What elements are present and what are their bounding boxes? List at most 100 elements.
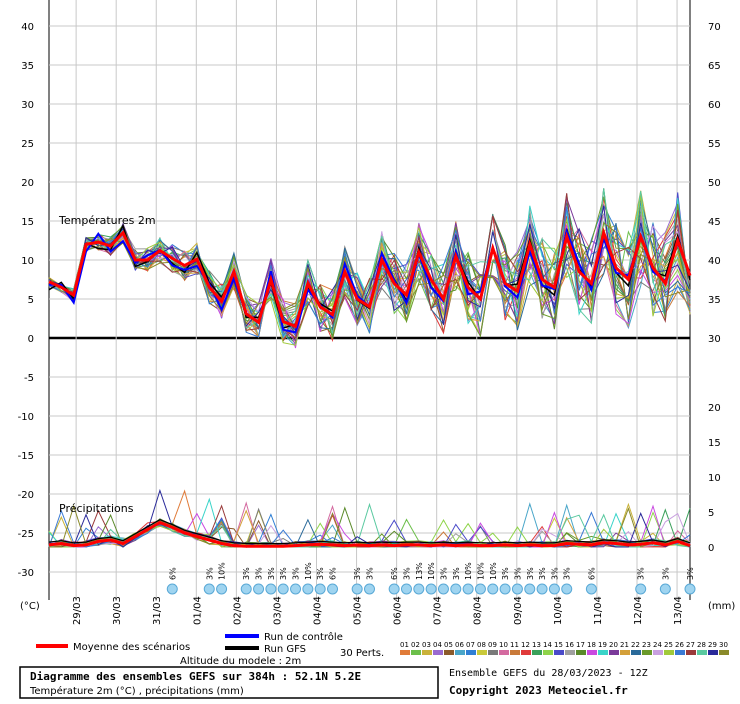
snowflake-icon: [265, 583, 277, 595]
snowflake-icon: [437, 583, 449, 595]
member-number: 30: [719, 641, 728, 649]
snow-marker: 10%: [462, 562, 474, 595]
left-tick-label: 0: [28, 334, 34, 345]
member-number: 10: [499, 641, 508, 649]
x-tick-label: 04/04: [312, 596, 323, 625]
member-temp-line: [48, 206, 691, 338]
snowflake-icon: [240, 583, 252, 595]
legend-control-label: Run de contrôle: [264, 631, 343, 643]
snowflake-icon: [216, 583, 228, 595]
left-tick-label: -30: [18, 568, 34, 579]
right-tick-label: 70: [708, 22, 721, 33]
member-temp-line: [48, 194, 691, 346]
member-number: 05: [444, 641, 453, 649]
member-color-swatch: [444, 650, 454, 655]
member-number: 09: [488, 641, 497, 649]
left-tick-label: -20: [18, 490, 34, 501]
snow-percent-label: 3%: [279, 567, 288, 580]
member-number: 24: [653, 641, 662, 649]
snow-percent-label: 6%: [587, 567, 596, 580]
x-tick-label: 12/04: [633, 596, 644, 625]
left-tick-label: -15: [18, 451, 34, 462]
snow-percent-label: 3%: [402, 567, 411, 580]
snowflake-icon: [290, 583, 302, 595]
snow-percent-label: 3%: [353, 567, 362, 580]
left-tick-label: 40: [21, 22, 34, 33]
x-tick-label: 11/04: [593, 596, 604, 625]
left-tick-label: -5: [24, 373, 34, 384]
member-temp-line: [48, 188, 691, 335]
snow-marker: 3%: [277, 567, 289, 595]
member-number: 21: [620, 641, 629, 649]
member-color-swatch: [664, 650, 674, 655]
snow-marker: 3%: [684, 567, 696, 595]
member-color-swatch: [422, 650, 432, 655]
snow-marker: 3%: [450, 567, 462, 595]
snow-percent-label: 3%: [501, 567, 510, 580]
precip-tick-label: 15: [708, 438, 721, 449]
member-number: 14: [543, 641, 552, 649]
right-tick-label: 65: [708, 61, 721, 72]
member-number: 27: [686, 641, 695, 649]
snow-marker: 3%: [437, 567, 449, 595]
member-number: 16: [565, 641, 574, 649]
snow-percent-label: 3%: [538, 567, 547, 580]
member-color-swatch: [708, 650, 718, 655]
snow-marker: 6%: [327, 567, 339, 595]
snow-marker: 10%: [216, 562, 228, 595]
member-color-swatch: [620, 650, 630, 655]
snowflake-icon: [524, 583, 536, 595]
snow-percent-label: 6%: [329, 567, 338, 580]
member-color-swatch: [521, 650, 531, 655]
snow-percent-label: 6%: [168, 567, 177, 580]
member-color-swatch: [719, 650, 729, 655]
member-color-swatch: [433, 650, 443, 655]
snowflake-icon: [499, 583, 511, 595]
snow-marker: 3%: [635, 567, 647, 595]
left-tick-label: 30: [21, 100, 34, 111]
snow-percent-label: 10%: [464, 562, 473, 580]
snow-percent-label: 3%: [526, 567, 535, 580]
snowflake-icon: [351, 583, 363, 595]
temperature-section-label: Températures 2m: [58, 214, 156, 227]
footer-title: Diagramme des ensembles GEFS sur 384h : …: [30, 670, 361, 683]
snow-marker: 13%: [413, 562, 425, 595]
snow-marker: 3%: [265, 567, 277, 595]
member-color-swatch: [466, 650, 476, 655]
member-color-swatch: [609, 650, 619, 655]
member-color-swatch: [554, 650, 564, 655]
member-temp-line: [48, 221, 691, 326]
member-number: 07: [466, 641, 475, 649]
snow-percent-label: 3%: [686, 567, 695, 580]
snow-marker: 3%: [364, 567, 375, 595]
snow-percent-label: 3%: [267, 567, 276, 580]
snow-marker: 3%: [351, 567, 363, 595]
member-color-swatch: [642, 650, 652, 655]
snow-marker: 3%: [400, 567, 412, 595]
member-number: 03: [422, 641, 431, 649]
left-tick-label: 15: [21, 217, 34, 228]
precip-tick-label: 10: [708, 473, 721, 484]
x-tick-label: 02/04: [232, 596, 243, 625]
member-color-swatch: [653, 650, 663, 655]
snow-percent-label: 10%: [304, 562, 313, 580]
member-color-swatch: [675, 650, 685, 655]
right-tick-label: 40: [708, 256, 721, 267]
member-number: 22: [631, 641, 640, 649]
legend-mean-label: Moyenne des scénarios: [73, 641, 190, 653]
snow-marker: 6%: [166, 567, 178, 595]
member-number: 12: [521, 641, 530, 649]
left-tick-label: 35: [21, 61, 34, 72]
legend-gfs-label: Run GFS: [264, 644, 306, 655]
member-number: 04: [433, 641, 442, 649]
axis-ticks: 454035302520151050-5-10-15-20-25-3075706…: [18, 22, 721, 579]
footer-box: [19, 666, 439, 699]
member-number: 08: [477, 641, 486, 649]
left-tick-label: -10: [18, 412, 34, 423]
member-color-swatch: [499, 650, 509, 655]
right-tick-label: 30: [708, 334, 721, 345]
snowflake-icon: [253, 583, 265, 595]
snow-percent-label: 13%: [415, 562, 424, 580]
snowflake-icon: [635, 583, 647, 595]
member-number: 19: [598, 641, 607, 649]
